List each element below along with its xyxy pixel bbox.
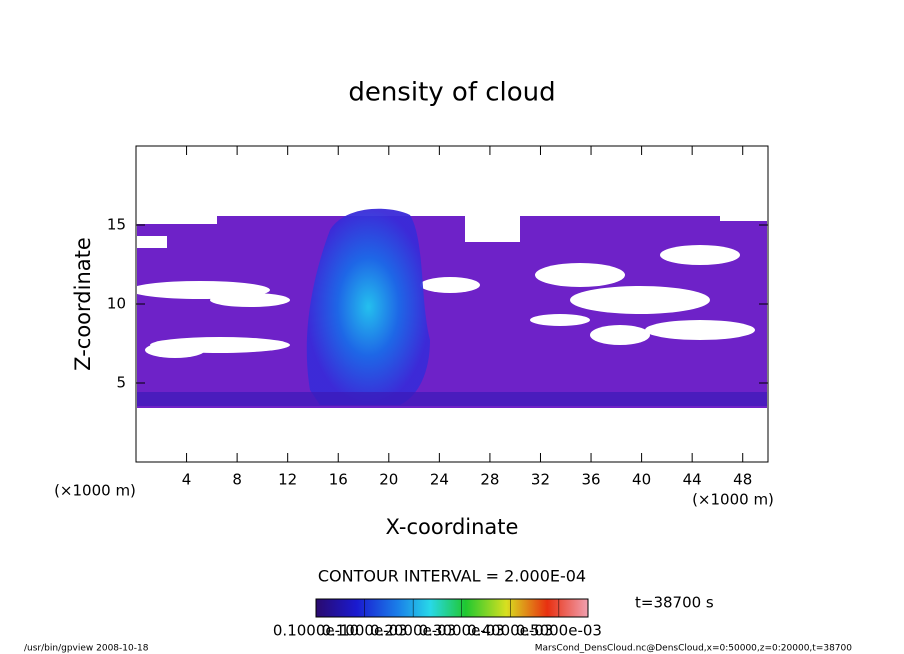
y-unit: (×1000 m): [54, 482, 136, 500]
x-tick-label: 48: [733, 471, 752, 489]
y-tick-label: 5: [116, 374, 126, 392]
footer-right: MarsCond_DensCloud.nc@DensCloud,x=0:5000…: [535, 644, 852, 654]
x-tick-label: 36: [581, 471, 600, 489]
colorbar-label: 0.1000e-10: [273, 622, 359, 640]
x-tick-label: 16: [329, 471, 348, 489]
colorbar-label: 0.2000e-03: [370, 622, 456, 640]
x-tick-label: 20: [379, 471, 398, 489]
x-tick-label: 12: [278, 471, 297, 489]
colorbar: [315, 598, 589, 618]
x-tick-label: 24: [430, 471, 449, 489]
y-axis-title: Z-coordinate: [71, 237, 95, 371]
footer-left: /usr/bin/gpview 2008-10-18: [24, 644, 149, 654]
cloud-field: [130, 208, 767, 408]
x-unit: (×1000 m): [692, 491, 774, 509]
colorbar-label: 0.3000e-03: [419, 622, 505, 640]
x-tick-label: 4: [182, 471, 192, 489]
x-tick-label: 44: [683, 471, 702, 489]
colorbar-label: 0.4000e-03: [467, 622, 553, 640]
x-tick-label: 8: [232, 471, 242, 489]
colorbar-label: 0.5000e-03: [516, 622, 602, 640]
x-tick-label: 40: [632, 471, 651, 489]
x-axis-title: X-coordinate: [386, 515, 519, 539]
contour-interval: CONTOUR INTERVAL = 2.000E-04: [318, 567, 586, 586]
colorbar-label: 0.1000e-03: [321, 622, 407, 640]
time-label: t=38700 s: [635, 594, 714, 612]
y-tick-label: 10: [107, 295, 126, 313]
x-tick-label: 32: [531, 471, 550, 489]
x-tick-label: 28: [480, 471, 499, 489]
chart-title: density of cloud: [348, 78, 555, 108]
y-tick-label: 15: [107, 216, 126, 234]
